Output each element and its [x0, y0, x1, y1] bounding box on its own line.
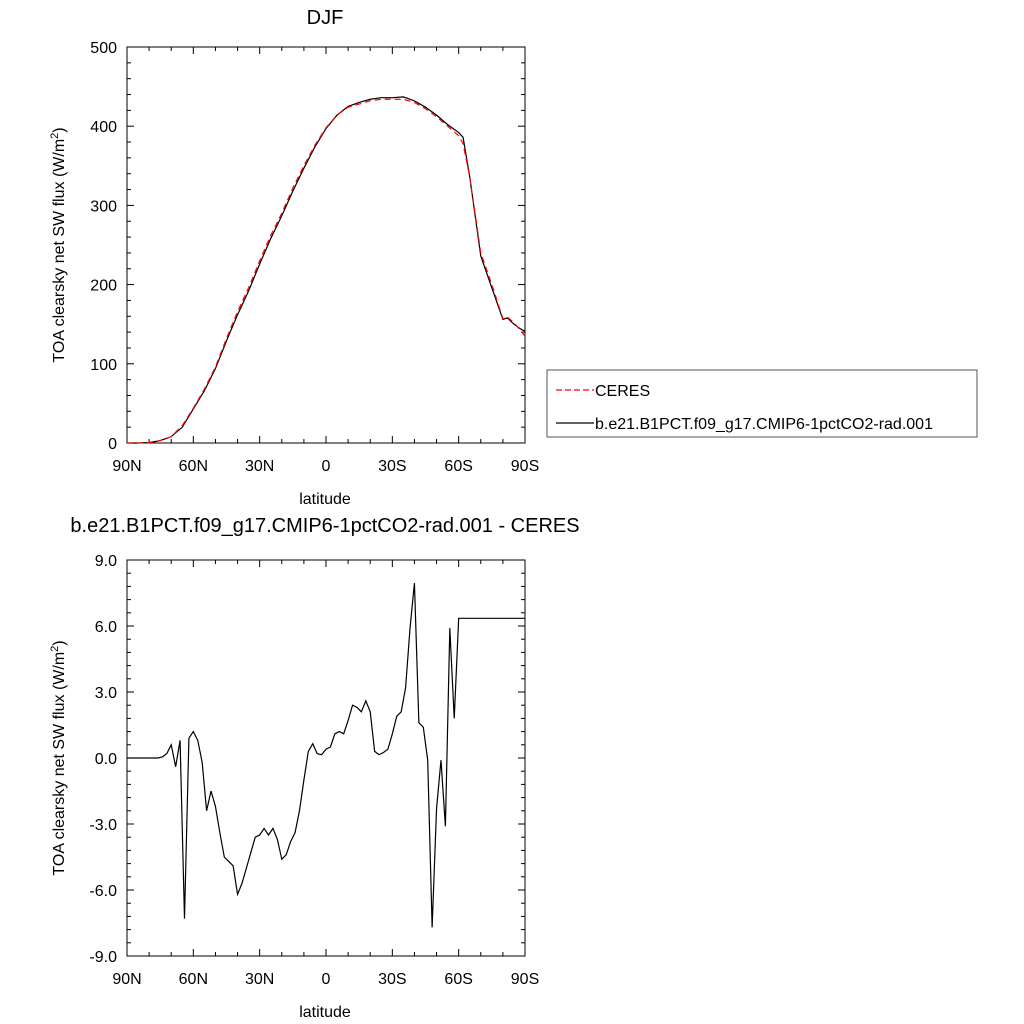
- y-tick-label: 200: [90, 278, 117, 295]
- panel-top-x-ticks: 90N 60N 30N 0 30S 60S 90S: [112, 47, 539, 475]
- x-tick-label: 90N: [112, 971, 141, 988]
- panel-bottom-ylabel: TOA clearsky net SW flux (W/m2): [49, 640, 68, 875]
- y-tick-label: 0: [108, 436, 117, 453]
- panel-bottom-series: [127, 583, 525, 928]
- panel-top-title: DJF: [307, 7, 344, 29]
- x-tick-label: 30S: [378, 458, 406, 475]
- y-tick-label: 9.0: [95, 553, 117, 570]
- y-tick-label: 300: [90, 198, 117, 215]
- y-tick-label: -6.0: [89, 883, 117, 900]
- legend-box: [546, 369, 978, 438]
- x-tick-label: 60S: [444, 458, 472, 475]
- y-tick-label: 3.0: [95, 685, 117, 702]
- x-tick-label: 90S: [511, 458, 539, 475]
- panel-bottom-title: b.e21.B1PCT.f09_g17.CMIP6-1pctCO2-rad.00…: [70, 515, 579, 537]
- series-line-0: [127, 98, 526, 444]
- y-tick-label: -9.0: [89, 949, 117, 966]
- panel-top-xlabel: latitude: [299, 491, 351, 508]
- x-tick-label: 60N: [179, 971, 208, 988]
- x-tick-label: 90N: [112, 458, 141, 475]
- y-tick-label: 100: [90, 357, 117, 374]
- panel-bottom-y-ticks: -9.0 -6.0 -3.0 0.0 3.0 6.0 9.0: [89, 553, 525, 966]
- x-tick-label: 0: [322, 458, 331, 475]
- y-tick-label: 500: [90, 40, 117, 57]
- panel-top-frame: [126, 46, 526, 444]
- legend-entry-ceres: CERES: [595, 383, 650, 400]
- panel-top-series: [127, 96, 526, 444]
- panel-bottom-xlabel: latitude: [299, 1004, 351, 1021]
- legend: CERES b.e21.B1PCT.f09_g17.CMIP6-1pctCO2-…: [546, 369, 978, 438]
- y-tick-label: 400: [90, 119, 117, 136]
- series-line-1: [127, 96, 526, 444]
- x-tick-label: 30S: [378, 971, 406, 988]
- panel-bottom-x-ticks: 90N 60N 30N 0 30S 60S 90S: [112, 560, 539, 988]
- panel-top: DJF 90N 60N 30N 0 30S 60S 90S 0 100 200 300 400 500…: [49, 7, 978, 508]
- panel-top-y-ticks: 0 100 200 300 400 500: [90, 40, 525, 453]
- x-tick-label: 60N: [179, 458, 208, 475]
- y-tick-label: 0.0: [95, 751, 117, 768]
- y-tick-label: 6.0: [95, 619, 117, 636]
- y-tick-label: -3.0: [89, 817, 117, 834]
- panel-bottom: b.e21.B1PCT.f09_g17.CMIP6-1pctCO2-rad.00…: [49, 515, 580, 1021]
- panel-top-ylabel: TOA clearsky net SW flux (W/m2): [49, 127, 68, 362]
- x-tick-label: 90S: [511, 971, 539, 988]
- series-line-0: [127, 583, 525, 928]
- x-tick-label: 0: [322, 971, 331, 988]
- x-tick-label: 60S: [444, 971, 472, 988]
- panel-bottom-frame: [126, 559, 526, 957]
- x-tick-label: 30N: [245, 458, 274, 475]
- x-tick-label: 30N: [245, 971, 274, 988]
- legend-entry-model: b.e21.B1PCT.f09_g17.CMIP6-1pctCO2-rad.00…: [595, 416, 933, 433]
